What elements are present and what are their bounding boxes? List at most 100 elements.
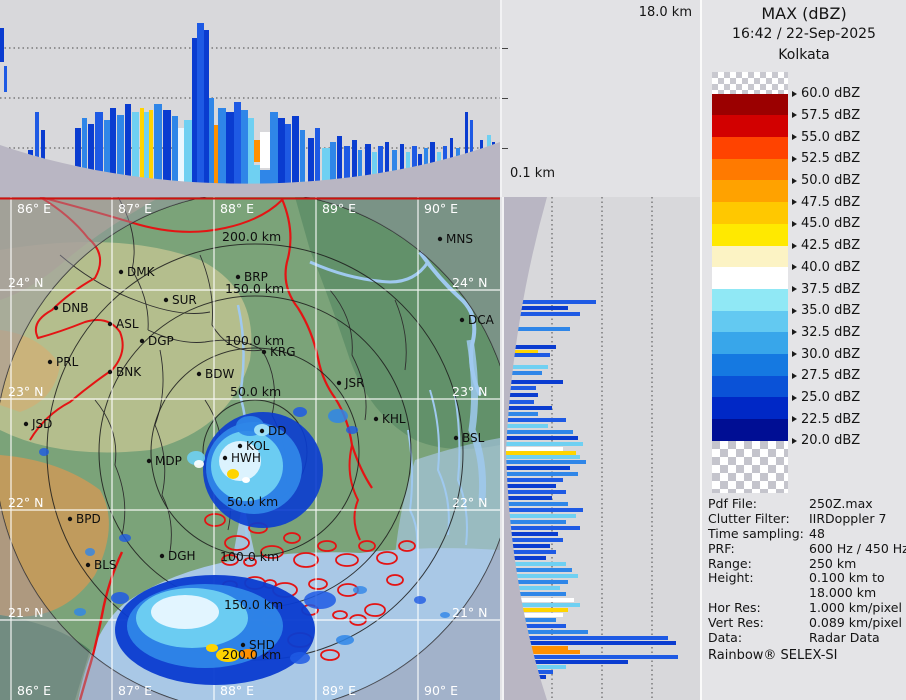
scale-tick-icon xyxy=(792,351,797,358)
colorbar-band xyxy=(712,180,788,203)
city-label: JSD xyxy=(31,417,52,431)
info-row: 18.000 km xyxy=(809,585,877,601)
longitude-label: 87° E xyxy=(118,683,152,698)
city-dot xyxy=(139,338,145,344)
scale-label: 35.0 dBZ xyxy=(792,303,860,319)
city-dot xyxy=(237,443,243,449)
scale-tick-icon xyxy=(792,437,797,444)
scale-label: 50.0 dBZ xyxy=(792,173,860,189)
colorbar-band xyxy=(712,332,788,354)
legend-panel: MAX (dBZ) 16:42 / 22-Sep-2025 Kolkata 60… xyxy=(700,0,906,700)
scale-tick-icon xyxy=(792,416,797,423)
latitude-label: 21° N xyxy=(452,605,487,620)
city-label: BLS xyxy=(94,558,117,572)
height-tick xyxy=(502,148,508,149)
latitude-label: 21° N xyxy=(8,605,43,620)
colorbar-band xyxy=(712,115,788,138)
scale-tick-icon xyxy=(792,177,797,184)
city-label: DCA xyxy=(468,313,495,327)
city-dot xyxy=(453,435,459,441)
earth-curvature-mask-right xyxy=(504,197,547,700)
city-label: JSR xyxy=(344,376,365,390)
city-label: MDP xyxy=(155,454,182,468)
city-label: KOL xyxy=(246,439,270,453)
earth-curvature-mask-top xyxy=(0,142,500,197)
city-dot xyxy=(53,305,59,311)
height-max-label: 18.0 km xyxy=(638,5,692,20)
city-dot xyxy=(459,317,465,323)
range-ring-labels: 200.0 km 150.0 km 100.0 km 50.0 km 50.0 km 10… xyxy=(220,229,284,662)
colorbar-band xyxy=(712,267,788,289)
colorbar-band xyxy=(712,223,788,246)
city-dot xyxy=(336,380,342,386)
scale-label: 52.5 dBZ xyxy=(792,151,860,167)
precipitation-echoes xyxy=(39,407,450,685)
city-dot xyxy=(146,458,152,464)
scale-tick-icon xyxy=(792,264,797,271)
city-dot xyxy=(235,274,241,280)
info-row: Height: 0.100 km to xyxy=(708,570,885,586)
longitude-label: 89° E xyxy=(322,201,356,216)
scale-label: 45.0 dBZ xyxy=(792,216,860,232)
city-dot xyxy=(373,416,379,422)
colorbar-band xyxy=(712,202,788,224)
terrain xyxy=(0,197,500,700)
top-profile-plot xyxy=(0,23,500,197)
colorbar-band xyxy=(712,137,788,159)
city-label: MNS xyxy=(446,232,473,246)
scale-tick-icon xyxy=(792,134,797,141)
city-dot xyxy=(437,236,443,242)
city-label: BSL xyxy=(462,431,485,445)
ring-label: 150.0 km xyxy=(224,597,283,612)
state-borders-red xyxy=(29,197,373,700)
colorbar-band xyxy=(712,72,788,94)
city-label: KHL xyxy=(382,412,406,426)
longitude-label: 88° E xyxy=(220,201,254,216)
scale-label: 47.5 dBZ xyxy=(792,194,860,210)
info-row: PRF: 600 Hz / 450 Hz xyxy=(708,540,906,556)
ring-label: 200.0 km xyxy=(222,647,281,662)
info-row: Pdf File: 250Z.max xyxy=(708,496,873,511)
longitude-label: 88° E xyxy=(220,683,254,698)
colorbar-band xyxy=(712,440,788,493)
latitude-label: 24° N xyxy=(452,275,487,290)
city-label: PRL xyxy=(56,355,79,369)
ring-label: 50.0 km xyxy=(227,494,278,509)
scan-info-table: Pdf File: 250Z.max Clutter Filter: IIRDoppl… xyxy=(708,496,906,645)
city-dot xyxy=(67,516,73,522)
scale-tick-icon xyxy=(792,329,797,336)
city-label: BDW xyxy=(205,367,234,381)
city-dot xyxy=(118,269,124,275)
city-label: DMK xyxy=(127,265,156,279)
radar-map: 200.0 km 150.0 km 100.0 km 50.0 km 50.0 km 10… xyxy=(0,197,500,700)
city-label: SUR xyxy=(172,293,197,307)
city-label: DGH xyxy=(168,549,196,563)
delta-islands-red xyxy=(204,513,416,661)
city-dot xyxy=(107,321,113,327)
latitude-label: 22° N xyxy=(8,495,43,510)
legend-timestamp: 16:42 / 22-Sep-2025 xyxy=(732,26,876,42)
city-label: BRP xyxy=(244,270,268,284)
legend-station-name: Kolkata xyxy=(778,47,830,63)
longitude-label: 86° E xyxy=(17,683,51,698)
height-tick xyxy=(502,48,508,49)
city-dot xyxy=(240,642,246,648)
ring-label: 150.0 km xyxy=(225,281,284,296)
ring-label: 50.0 km xyxy=(230,384,281,399)
city-dot xyxy=(107,369,113,375)
city-markers: DMK BRP SUR DNB ASL DGP PRL BNK BDW KRG JSR MNS DCA K… xyxy=(23,232,495,652)
out-of-range-mask xyxy=(0,197,500,700)
city-dot xyxy=(159,553,165,559)
scale-label: 25.0 dBZ xyxy=(792,390,860,406)
city-label: KRG xyxy=(270,345,296,359)
scale-label: 55.0 dBZ xyxy=(792,129,860,145)
city-label: SHD xyxy=(249,638,275,652)
scale-tick-icon xyxy=(792,242,797,249)
scale-label: 22.5 dBZ xyxy=(792,411,860,427)
city-dot xyxy=(196,371,202,377)
longitude-label: 90° E xyxy=(424,201,458,216)
info-row: Clutter Filter: IIRDoppler 7 xyxy=(708,510,887,526)
latitude-label: 24° N xyxy=(8,275,43,290)
scale-tick-icon xyxy=(792,112,797,119)
